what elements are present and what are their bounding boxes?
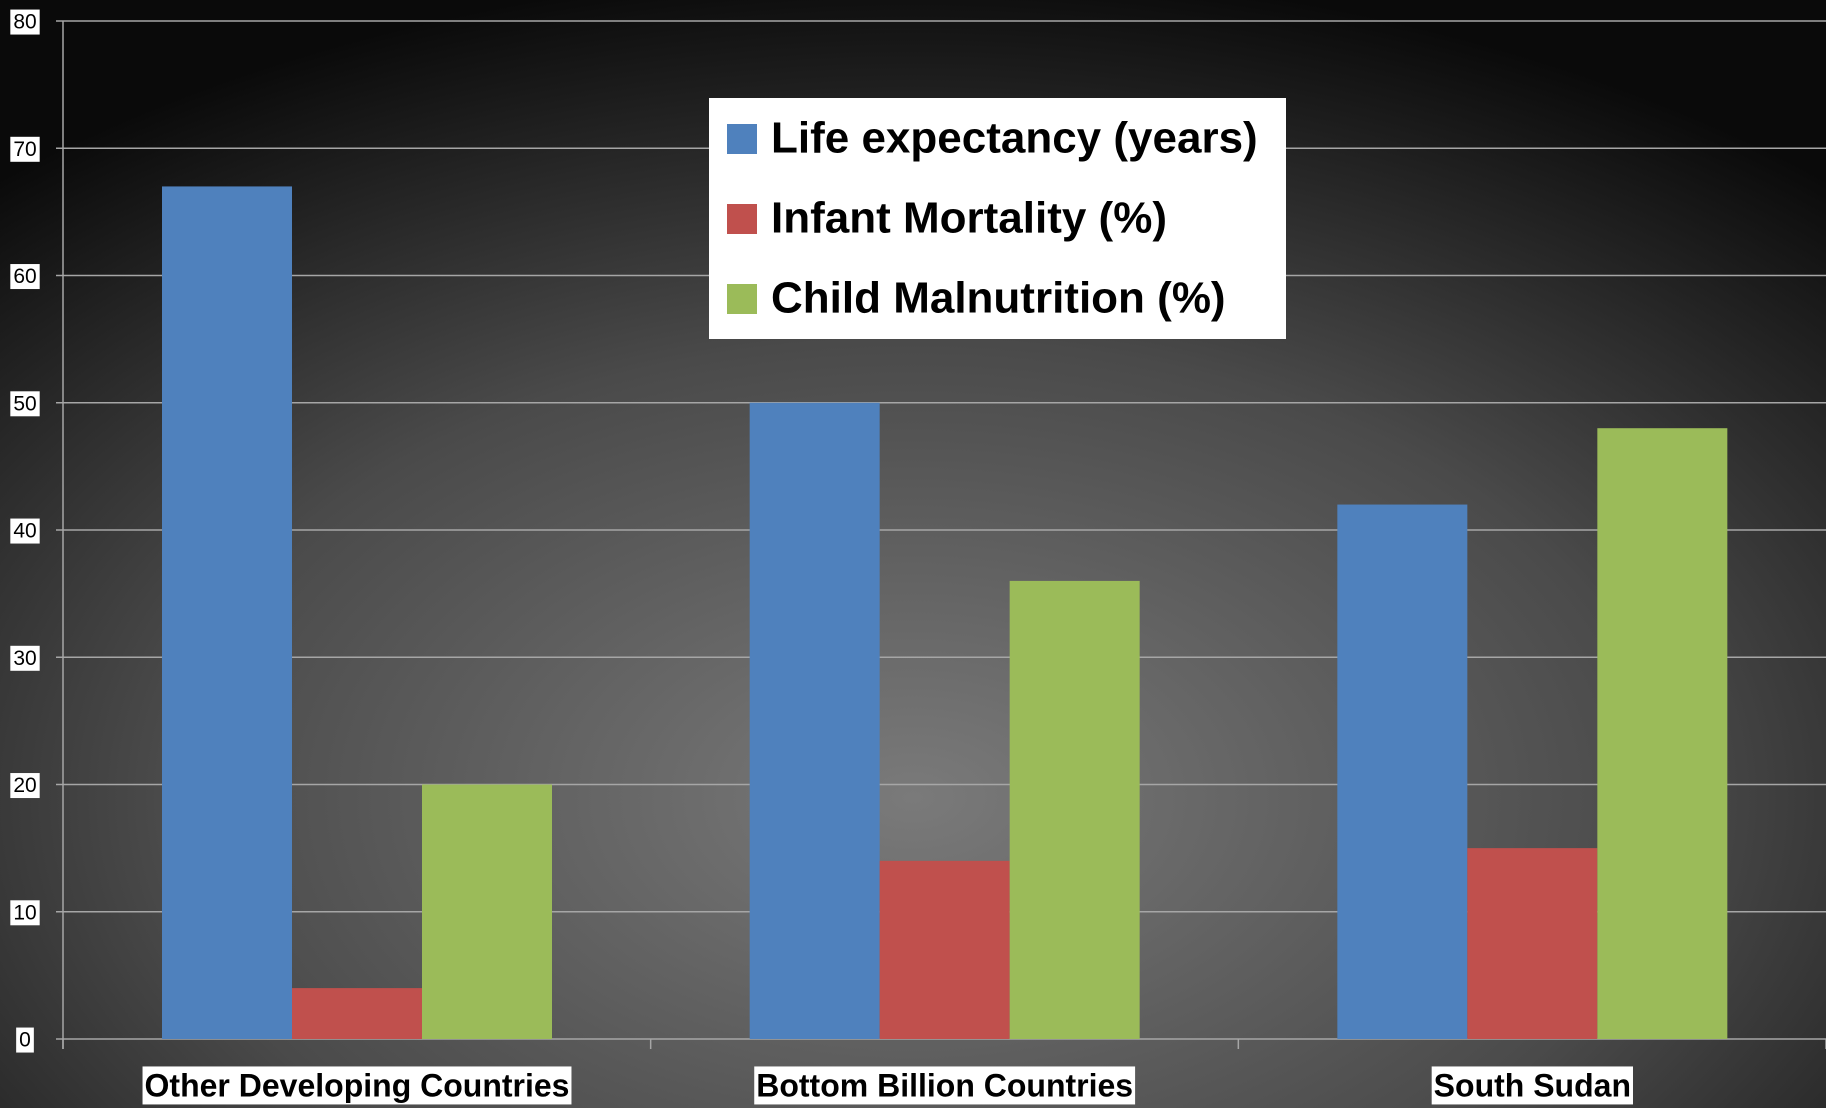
y-tick-label-box [10,645,40,671]
y-tick-label-box [10,900,40,926]
y-tick-label: 40 [13,520,36,543]
y-tick-label-box [16,1027,34,1053]
y-tick-label: 30 [13,647,36,670]
y-tick-label: 80 [13,11,36,34]
bar [879,860,1010,1039]
y-tick-label: 60 [13,265,36,288]
y-tick-label-box [10,264,40,290]
y-tick-label-box [10,518,40,544]
bar [1597,428,1728,1039]
y-tick-label-box [10,136,40,162]
legend-swatch [727,284,757,314]
bar [162,186,292,1040]
legend-label: Child Malnutrition (%) [771,274,1226,323]
x-tick-label-box [754,1066,1136,1105]
legend-label: Life expectancy (years) [771,114,1258,163]
bar [422,784,552,1039]
legend-swatch [727,204,757,234]
bar [292,988,422,1039]
y-tick-label-box [10,773,40,799]
y-tick-label: 0 [19,1029,31,1052]
legend-swatch [727,124,757,154]
y-tick-label: 10 [13,901,36,924]
y-tick-label-box [10,9,40,35]
legend [709,98,1286,339]
x-tick-label: South Sudan [1434,1067,1631,1103]
x-tick-label: Other Developing Countries [145,1067,570,1103]
bar [749,402,880,1039]
y-tick-label: 20 [13,774,36,797]
y-tick-label-box [10,391,40,417]
legend-label: Infant Mortality (%) [771,194,1167,243]
bar [1337,504,1468,1039]
bar [1009,580,1140,1039]
x-tick-label-box [1431,1066,1633,1105]
bar [1467,848,1598,1039]
y-tick-label: 50 [13,392,36,415]
x-tick-label: Bottom Billion Countries [756,1067,1133,1103]
x-tick-label-box [142,1066,572,1105]
y-tick-label: 70 [13,138,36,161]
